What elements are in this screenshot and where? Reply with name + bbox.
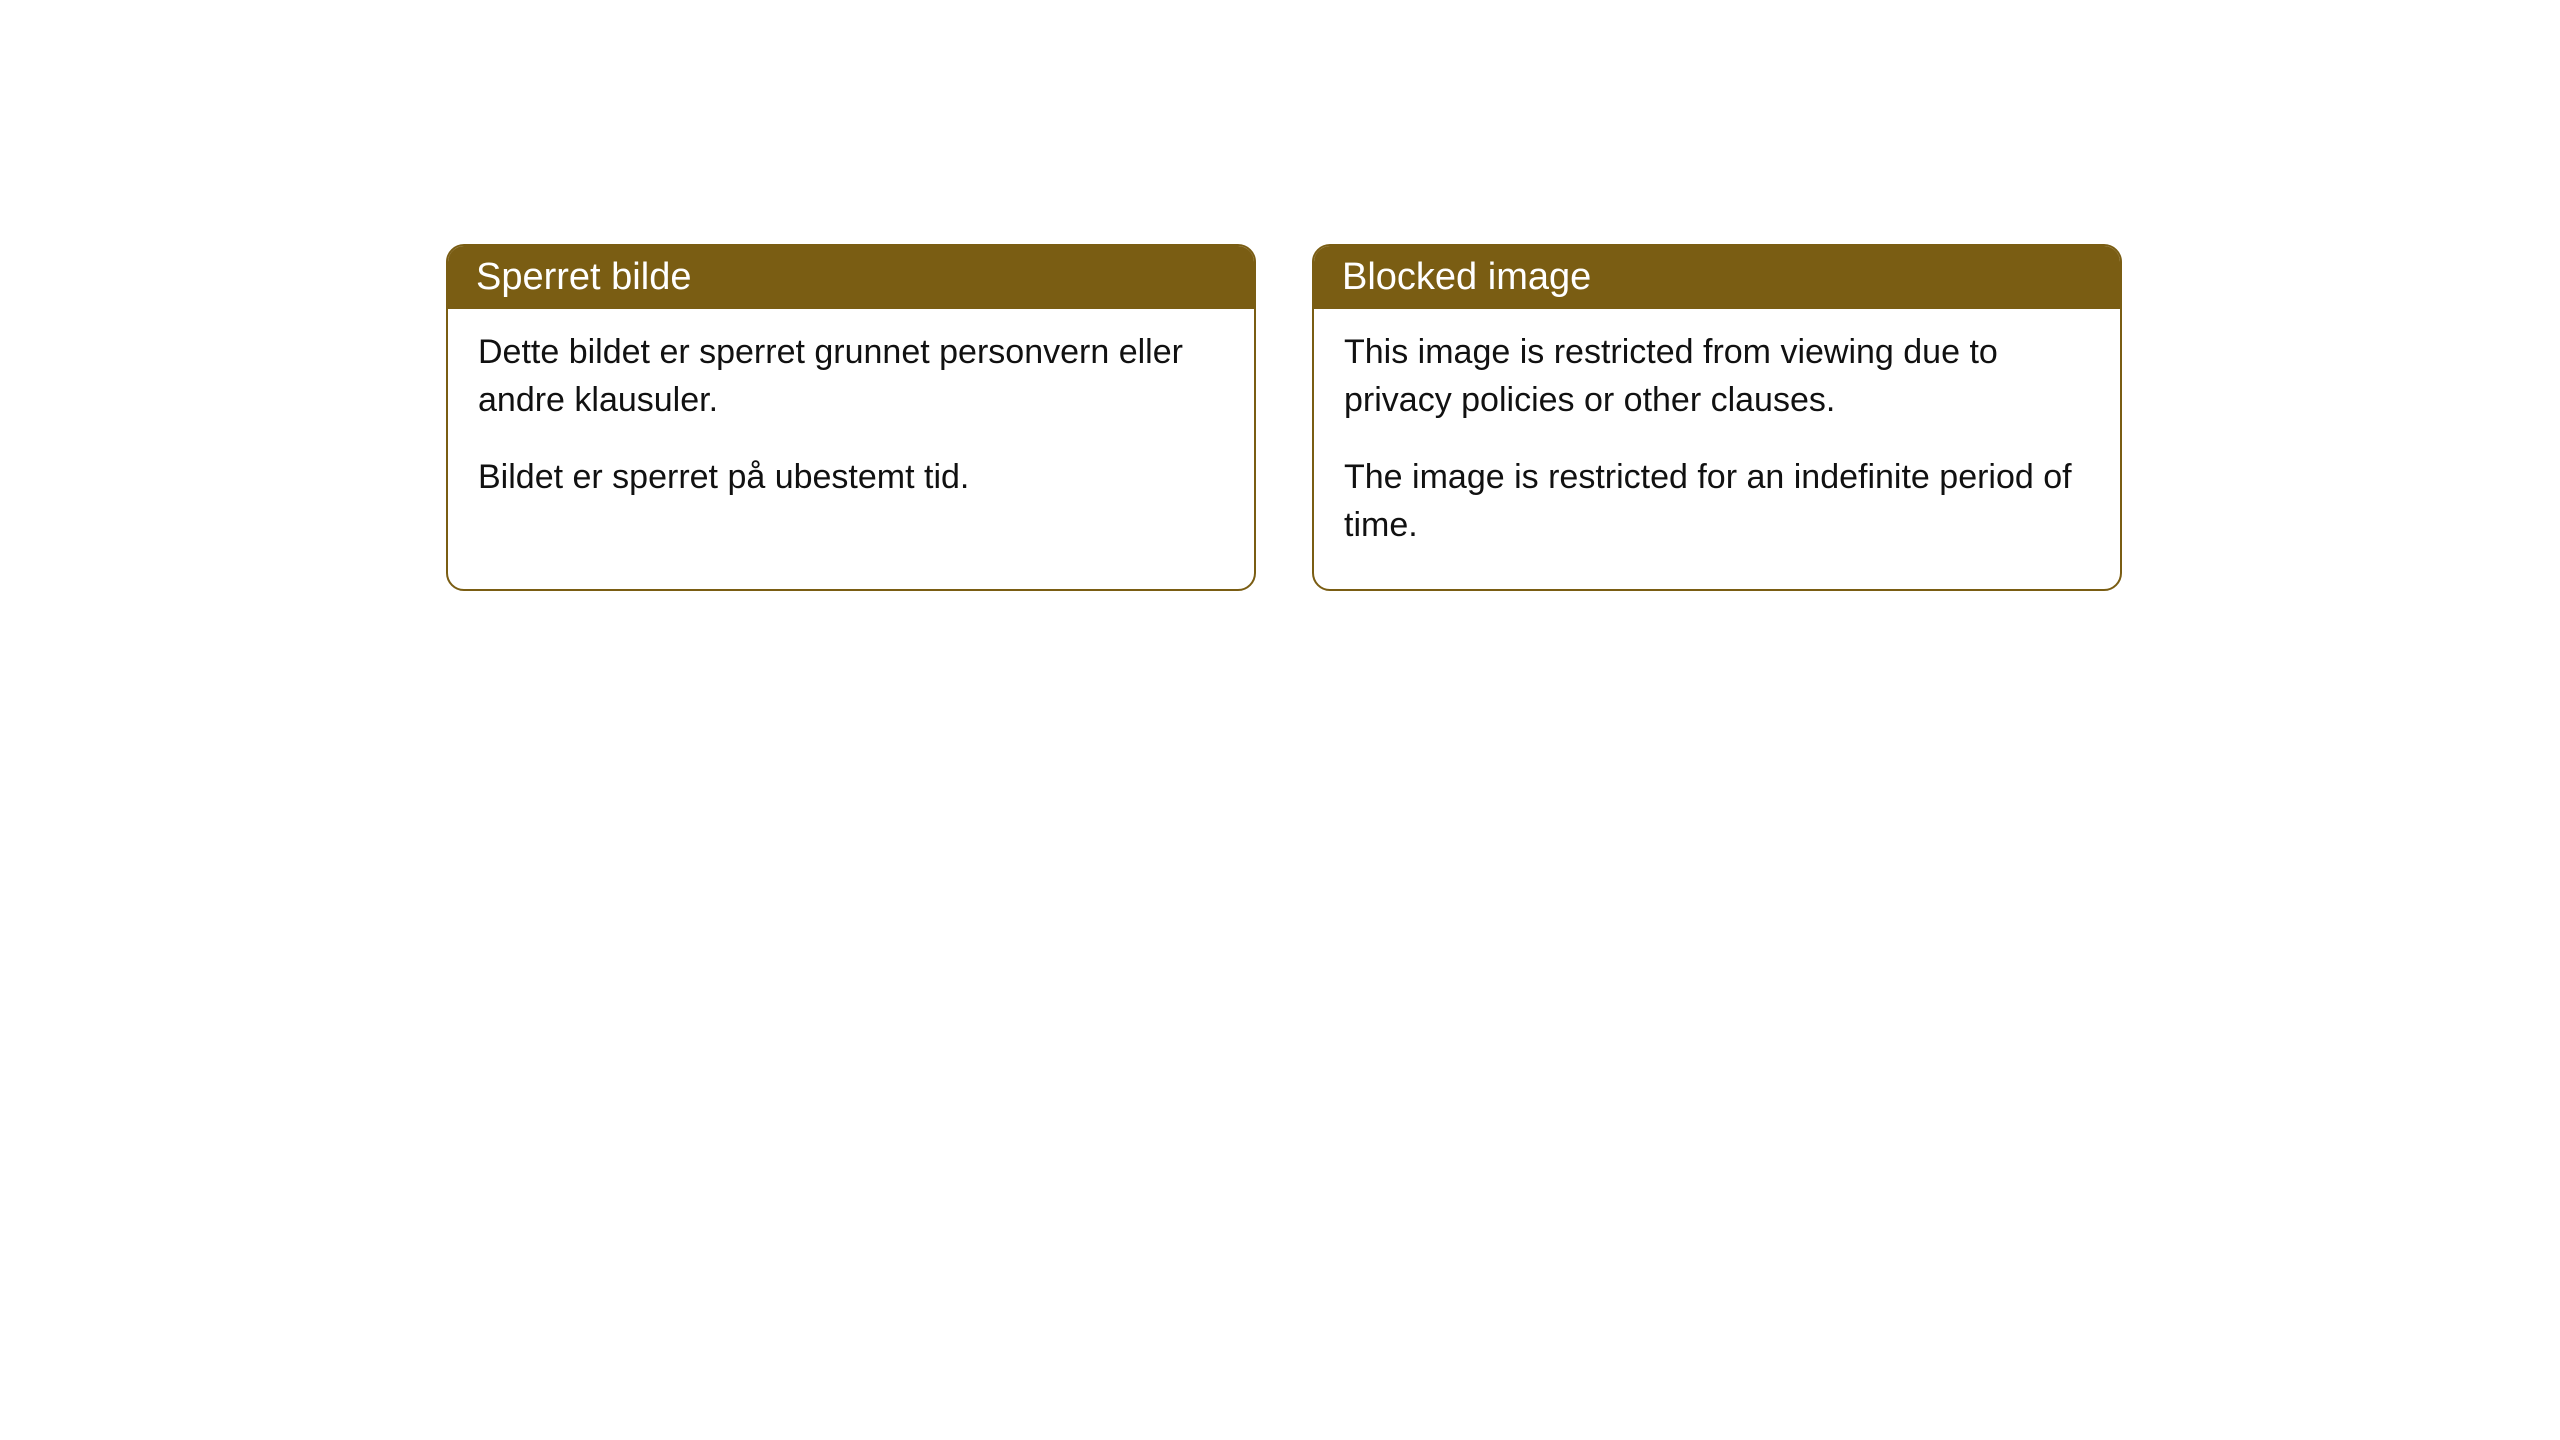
card-title: Blocked image — [1342, 256, 1591, 298]
card-paragraph-1: Dette bildet er sperret grunnet personve… — [478, 329, 1224, 424]
card-body: Dette bildet er sperret grunnet personve… — [448, 309, 1254, 542]
card-paragraph-2: The image is restricted for an indefinit… — [1344, 454, 2090, 549]
card-header: Sperret bilde — [448, 246, 1254, 309]
blocked-image-card-english: Blocked image This image is restricted f… — [1312, 244, 2122, 591]
cards-container: Sperret bilde Dette bildet er sperret gr… — [446, 244, 2122, 591]
card-paragraph-2: Bildet er sperret på ubestemt tid. — [478, 454, 1224, 502]
card-body: This image is restricted from viewing du… — [1314, 309, 2120, 589]
card-paragraph-1: This image is restricted from viewing du… — [1344, 329, 2090, 424]
card-title: Sperret bilde — [476, 256, 691, 298]
card-header: Blocked image — [1314, 246, 2120, 309]
blocked-image-card-norwegian: Sperret bilde Dette bildet er sperret gr… — [446, 244, 1256, 591]
